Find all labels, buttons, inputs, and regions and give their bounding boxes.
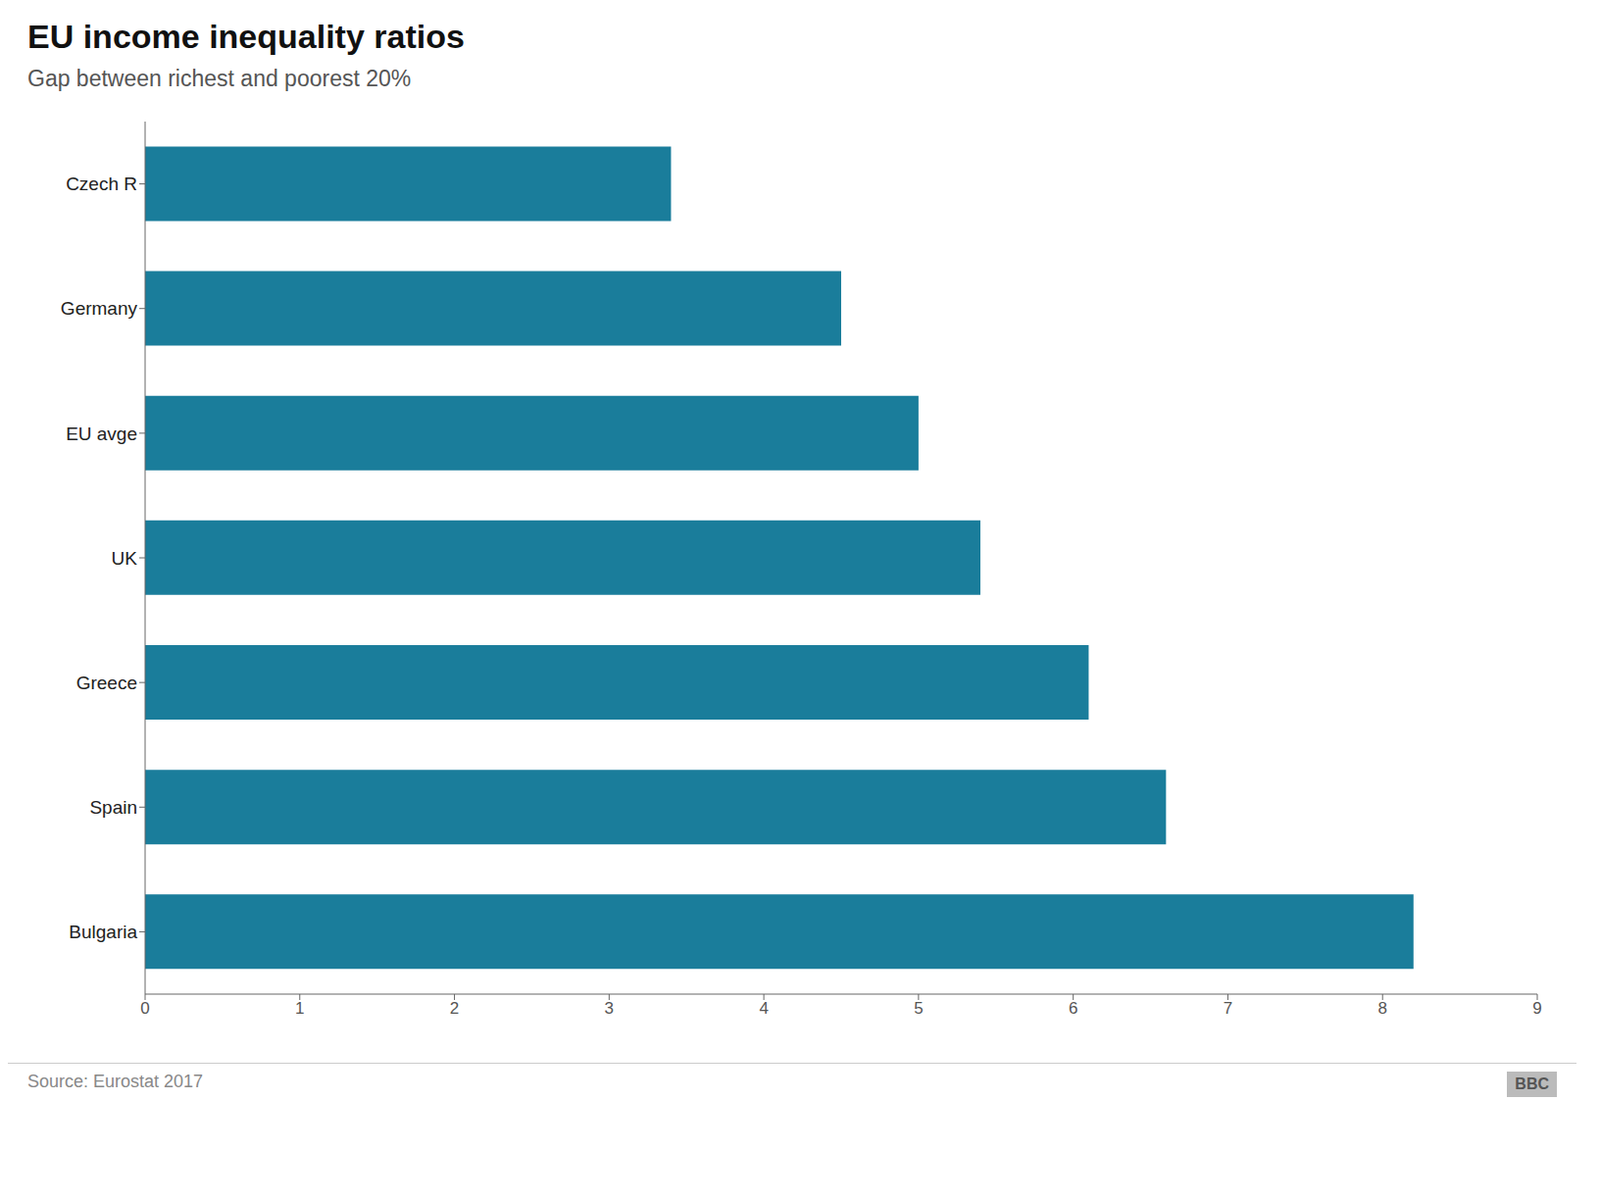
- svg-text:UK: UK: [111, 548, 139, 569]
- svg-text:6: 6: [1068, 999, 1078, 1018]
- svg-text:9: 9: [1532, 999, 1542, 1018]
- svg-text:8: 8: [1377, 999, 1387, 1018]
- html-text:BBC: BBC: [1515, 1075, 1550, 1093]
- svg-text:1: 1: [295, 999, 304, 1018]
- svg-text:2: 2: [450, 999, 459, 1018]
- svg-text:Greece: Greece: [76, 672, 138, 694]
- svg-text:3: 3: [604, 999, 614, 1018]
- html-text:Source: Eurostat 2017: Source: Eurostat 2017: [27, 1071, 204, 1092]
- svg-text:Spain: Spain: [89, 797, 138, 818]
- svg-text:0: 0: [140, 999, 150, 1018]
- svg-text:EU avge: EU avge: [65, 423, 138, 445]
- svg-text:Bulgaria: Bulgaria: [68, 921, 138, 943]
- svg-text:5: 5: [913, 999, 923, 1018]
- svg-text:Germany: Germany: [60, 298, 139, 319]
- svg-text:7: 7: [1223, 999, 1233, 1018]
- html-text:Gap between richest and poores: Gap between richest and poorest 20%: [27, 65, 412, 92]
- svg-text:Czech R: Czech R: [65, 173, 138, 195]
- html-text:EU income inequality ratios: EU income inequality ratios: [27, 17, 465, 55]
- svg-text:4: 4: [758, 999, 768, 1018]
